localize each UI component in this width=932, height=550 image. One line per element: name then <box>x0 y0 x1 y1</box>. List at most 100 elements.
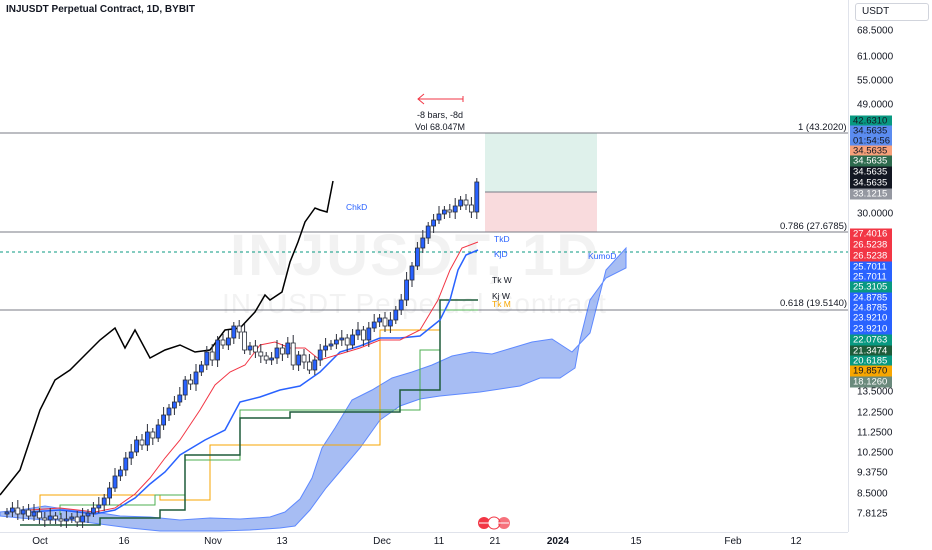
price-tick: 7.8125 <box>857 508 888 520</box>
tenkan-d-line <box>29 241 479 513</box>
chart-area[interactable]: INJUSDT, 1D INJUSDT Perpetual Contract I… <box>0 0 848 532</box>
candle <box>474 181 480 213</box>
price-tick: 30.0000 <box>857 208 894 220</box>
kumo-cloud <box>0 246 627 532</box>
kijun-w-label: Kj W <box>492 291 510 301</box>
candle <box>42 517 48 521</box>
price-tag: 25.7011 <box>850 261 892 273</box>
price-tag: 26.5238 <box>850 250 892 262</box>
price-tag: 23.9210 <box>850 323 892 335</box>
tenkan-w-line <box>59 309 478 515</box>
candle <box>198 364 204 373</box>
time-tick: Feb <box>724 536 742 547</box>
fib-label-1: 1 (43.2020) <box>798 122 847 133</box>
candle <box>285 342 291 355</box>
candle <box>96 504 102 509</box>
candle <box>26 509 32 517</box>
candle <box>225 337 231 346</box>
candle <box>69 516 75 520</box>
price-tag: 33.1215 <box>850 188 892 200</box>
time-tick: 21 <box>489 536 501 547</box>
profit-zone[interactable] <box>485 133 597 192</box>
tenkan-m-line <box>39 299 478 512</box>
price-tag: 25.3105 <box>850 281 892 293</box>
candle <box>177 394 183 403</box>
tenkan-m-label: Tk M <box>492 299 511 309</box>
candle <box>188 379 194 385</box>
candle <box>371 321 377 329</box>
candle <box>204 351 210 366</box>
candle <box>64 518 69 522</box>
kumo-label: KumoD <box>588 251 617 261</box>
candle <box>128 451 134 459</box>
price-tick: 49.0000 <box>857 99 894 111</box>
candle <box>91 507 96 514</box>
description-watermark: INJUSDT Perpetual Contract <box>222 288 607 319</box>
currency-selector[interactable]: USDT <box>855 3 929 21</box>
price-tick: 12.2500 <box>857 407 894 419</box>
candle <box>344 337 350 346</box>
candle <box>452 205 458 213</box>
candle <box>209 351 215 361</box>
candle <box>447 209 453 213</box>
measure-bars-label: -8 bars, -8d <box>417 110 464 120</box>
candle <box>74 516 80 523</box>
price-tag: 01:54:56 <box>850 135 892 147</box>
symbol-title[interactable]: INJUSDT Perpetual Contract, 1D, BYBIT <box>6 4 195 15</box>
price-tag: 42.6310 <box>850 115 892 127</box>
candle <box>101 497 107 506</box>
candle <box>144 431 150 446</box>
price-tick: 9.3750 <box>857 467 888 479</box>
candle <box>393 309 399 321</box>
candle <box>231 325 237 339</box>
candle <box>252 345 258 353</box>
candle <box>263 355 269 361</box>
time-tick: 11 <box>433 536 445 547</box>
candle <box>377 317 383 323</box>
candle <box>47 515 53 521</box>
earnings-events-icon[interactable] <box>478 516 510 530</box>
price-tag: 34.5635 <box>850 155 892 167</box>
candle <box>355 329 361 336</box>
candle <box>441 209 447 215</box>
price-scale[interactable]: USDT 68.5000 61.0000 55.0000 49.0000 30.0000… <box>848 0 932 532</box>
fib-label-0618: 0.618 (19.5140) <box>780 298 848 309</box>
price-tag: 22.0763 <box>850 334 892 346</box>
price-tag: 24.8785 <box>850 302 892 314</box>
price-tick: 11.2500 <box>857 427 893 439</box>
fib-label-0786: 0.786 (27.6785) <box>780 221 848 232</box>
price-tick: 10.2500 <box>857 447 894 459</box>
candle <box>436 213 442 221</box>
candle <box>382 317 388 327</box>
measure-arrow-head <box>417 93 425 105</box>
price-tick: 61.0000 <box>857 51 894 63</box>
candle <box>290 342 296 366</box>
candles[interactable] <box>4 178 480 528</box>
candle <box>328 343 334 347</box>
price-tag: 34.5635 <box>850 177 892 189</box>
time-tick: 2024 <box>546 536 570 547</box>
price-tag: 18.1260 <box>850 376 892 388</box>
candle <box>166 407 172 416</box>
loss-zone[interactable] <box>485 192 597 232</box>
time-tick: Nov <box>204 536 222 547</box>
candle <box>312 359 318 371</box>
time-tick: 15 <box>630 536 642 547</box>
candle <box>123 457 129 471</box>
candle <box>350 334 356 346</box>
candle <box>107 487 112 499</box>
time-tick: 16 <box>118 536 130 547</box>
candle <box>161 414 167 426</box>
candle <box>80 515 85 523</box>
candle <box>306 361 312 371</box>
time-scale[interactable]: Oct 16 Nov 13 Dec 11 21 2024 15 Feb 12 <box>0 532 848 550</box>
candle <box>301 354 307 363</box>
candle <box>468 204 474 213</box>
chart-canvas[interactable] <box>0 0 848 532</box>
price-tag: 27.4016 <box>850 228 892 240</box>
candle <box>193 371 199 385</box>
candle <box>31 511 37 517</box>
tenkan-d-label: TkD <box>494 234 510 244</box>
candle <box>20 509 26 515</box>
candle <box>323 345 329 351</box>
